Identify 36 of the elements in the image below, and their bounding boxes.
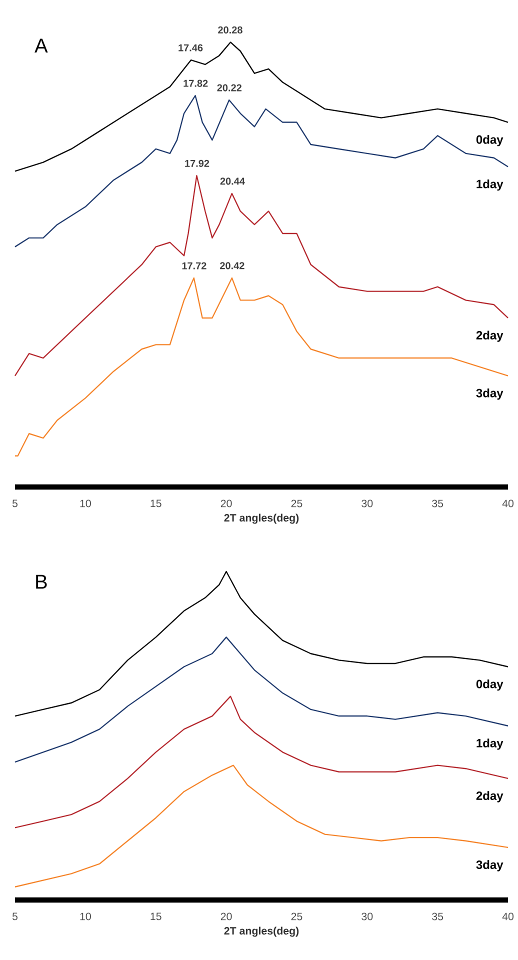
x-tick-label: 15	[150, 500, 162, 508]
x-axis-title: 2T angles(deg)	[224, 926, 299, 937]
x-tick-label: 35	[432, 912, 444, 920]
annotation: 17.92	[185, 160, 210, 167]
x-tick-label: 40	[502, 500, 514, 508]
annotation: 20.44	[220, 178, 245, 185]
annotation: 17.46	[178, 44, 203, 52]
annotation: 20.28	[218, 26, 242, 34]
x-tick-label: 25	[291, 912, 302, 920]
annotation: 20.42	[220, 262, 244, 270]
x-tick-label: 5	[12, 500, 18, 508]
x-tick-label: 40	[502, 912, 514, 920]
series-label: 0day	[476, 679, 504, 691]
x-tick-label: 25	[291, 500, 302, 508]
x-tick-label: 10	[80, 912, 91, 920]
series-label: 0day	[476, 134, 504, 146]
x-tick-label: 30	[362, 500, 373, 508]
x-tick-label: 5	[12, 912, 18, 920]
chart-title: B	[36, 574, 47, 589]
series-label: 1day	[476, 738, 504, 750]
x-tick-label: 30	[362, 912, 373, 920]
x-axis-title: 2T angles(deg)	[224, 514, 299, 524]
series-label: 3day	[476, 860, 504, 872]
annotation: 17.72	[182, 262, 206, 270]
chart-title: A	[34, 38, 48, 52]
annotation: 20.22	[217, 84, 242, 92]
annotation: 17.82	[184, 80, 208, 87]
x-tick-label: 20	[220, 912, 232, 920]
x-tick-label: 35	[432, 500, 444, 508]
series-label: 1day	[476, 179, 504, 191]
series-label: 2day	[476, 330, 504, 342]
series-label: 3day	[476, 388, 504, 400]
x-tick-label: 20	[220, 500, 232, 508]
series-label: 2day	[476, 791, 504, 802]
x-tick-label: 10	[80, 500, 91, 508]
x-tick-label: 15	[150, 912, 162, 920]
